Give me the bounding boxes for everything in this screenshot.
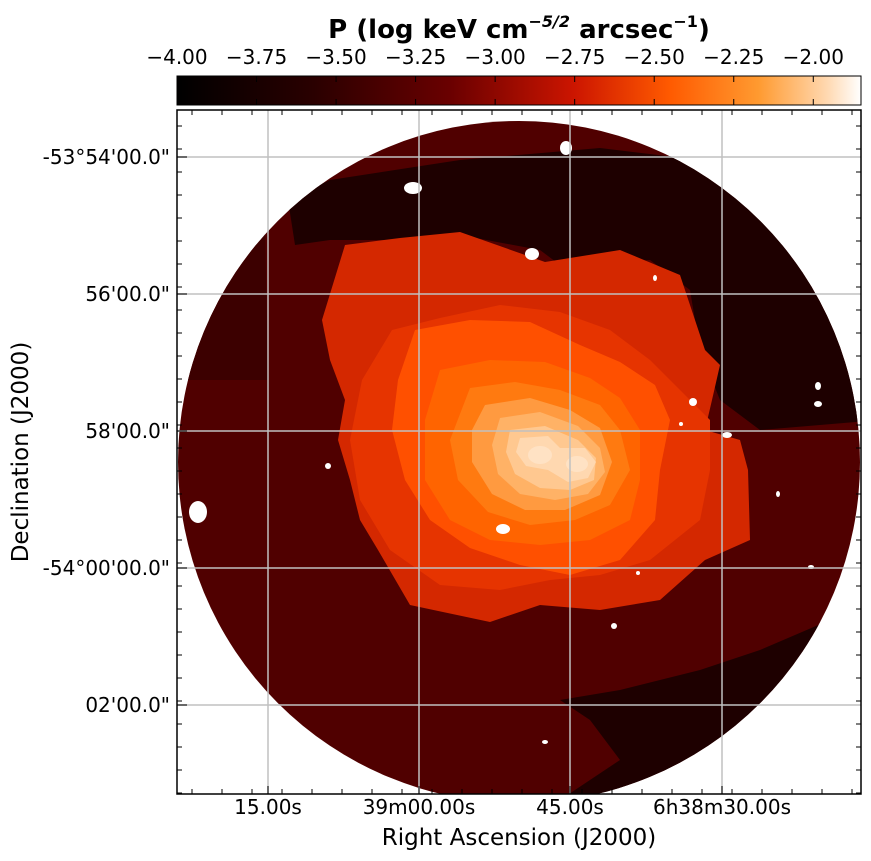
colorbar-tick-label: −2.75 <box>544 45 605 69</box>
masked-source <box>636 571 640 575</box>
masked-source <box>689 398 697 406</box>
peak-blob-left <box>528 446 552 464</box>
title-exponent-2: −1 <box>673 12 698 31</box>
title-end: ) <box>698 15 710 45</box>
y-tick-label: -54°00'00.0" <box>43 556 170 580</box>
colorbar-ticks: −4.00 −3.75 −3.50 −3.25 −3.00 −2.75 −2.50 −2.25… <box>146 45 844 105</box>
colorbar: −4.00 −3.75 −3.50 −3.25 −3.00 −2.75 −2.50 −2.25… <box>146 45 862 106</box>
x-tick-label: 15.00s <box>234 795 302 819</box>
colorbar-gradient <box>176 75 862 106</box>
peak-blob-right <box>566 456 588 472</box>
title-exponent-1: −5/2 <box>529 12 571 31</box>
masked-source <box>325 463 331 469</box>
colorbar-tick-label: −3.25 <box>385 45 446 69</box>
chart-title: P (log keV cm−5/2 arcsec−1) <box>328 12 710 45</box>
y-tick-label: 58'00.0" <box>85 419 170 443</box>
masked-source <box>653 275 657 281</box>
pressure-map <box>178 121 860 794</box>
y-tick-label: 56'00.0" <box>85 282 170 306</box>
masked-source <box>814 401 822 407</box>
title-mid: arcsec <box>570 15 673 45</box>
masked-source <box>542 740 548 744</box>
x-tick-labels: 15.00s 39m00.00s 45.00s 6h38m30.00s <box>234 786 791 819</box>
colorbar-tick-label: −3.50 <box>305 45 366 69</box>
masked-source <box>404 182 422 194</box>
x-tick-label: 39m00.00s <box>363 795 476 819</box>
y-tick-labels: -53°54'00.0" 56'00.0" 58'00.0" -54°00'00.0"… <box>43 145 187 717</box>
colorbar-tick-label: −3.00 <box>464 45 525 69</box>
colorbar-tick-label: −2.50 <box>624 45 685 69</box>
colorbar-tick-label: −4.00 <box>146 45 207 69</box>
y-tick-label: 02'00.0" <box>85 693 170 717</box>
masked-source <box>189 501 207 523</box>
minor-ticks <box>177 110 861 794</box>
x-tick-label: 6h38m30.00s <box>653 795 791 819</box>
title-main: P (log keV cm <box>328 15 528 45</box>
masked-source <box>525 248 539 260</box>
panel-frame <box>176 109 862 795</box>
y-tick-label: -53°54'00.0" <box>43 145 170 169</box>
masked-source <box>611 623 617 629</box>
colorbar-tick-label: −2.25 <box>703 45 764 69</box>
y-axis-label: Declination (J2000) <box>8 342 34 563</box>
masked-source <box>776 491 780 497</box>
image-panel: 15.00s 39m00.00s 45.00s 6h38m30.00s -53°54'… <box>43 109 862 819</box>
masked-source <box>722 432 732 438</box>
coordinate-grid <box>177 110 861 794</box>
x-axis-label: Right Ascension (J2000) <box>382 825 657 851</box>
masked-source <box>679 422 683 426</box>
colorbar-tick-label: −3.75 <box>226 45 287 69</box>
x-tick-label: 45.00s <box>536 795 604 819</box>
colorbar-tick-label: −2.00 <box>783 45 844 69</box>
masked-source <box>815 382 821 390</box>
masked-source <box>496 524 510 534</box>
region-dark-top <box>288 148 860 430</box>
